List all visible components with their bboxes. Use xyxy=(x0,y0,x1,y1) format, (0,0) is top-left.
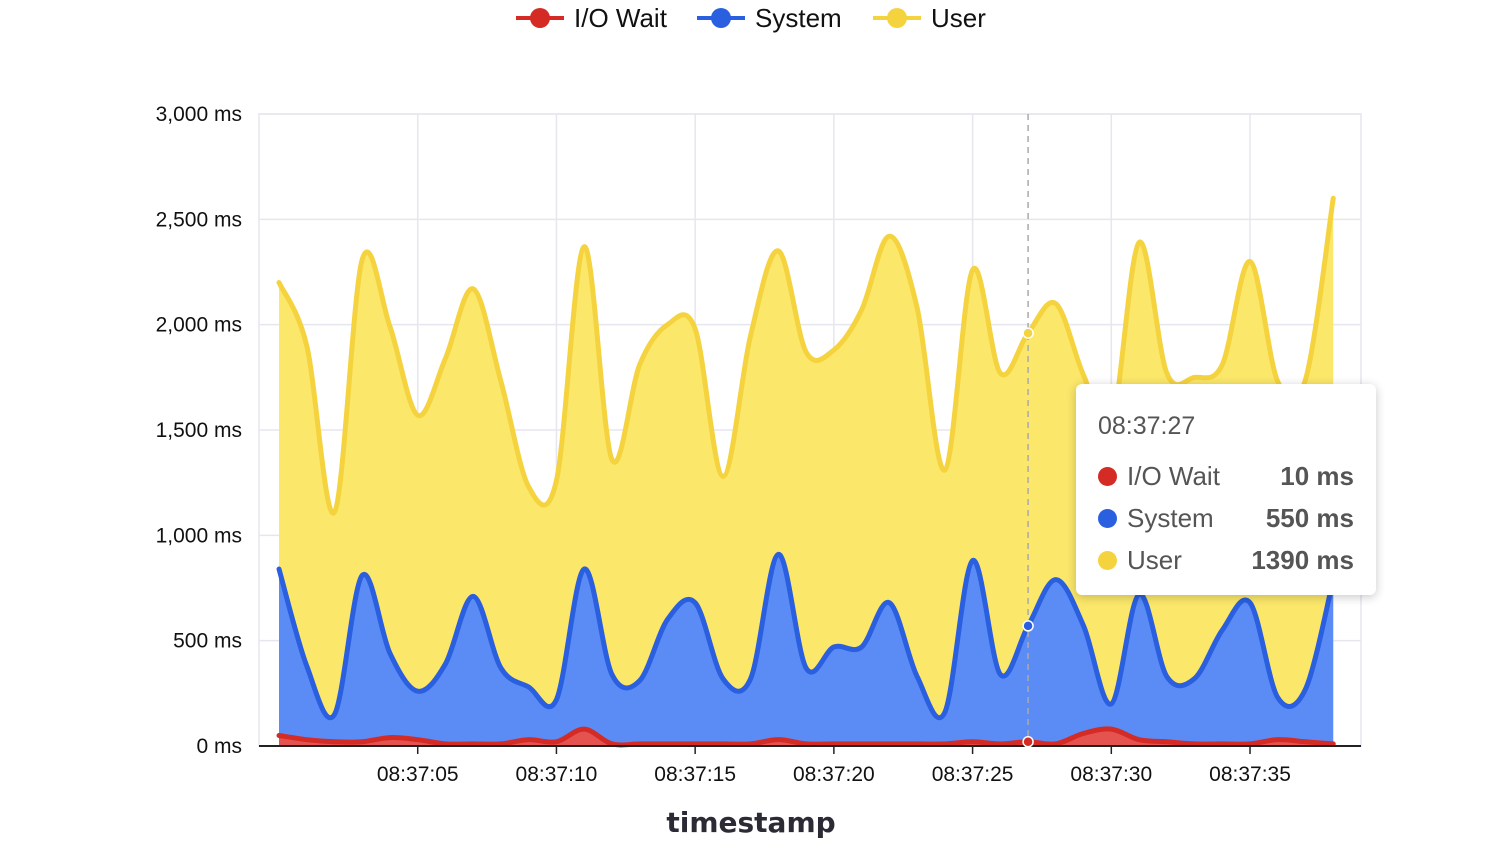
legend-item-system[interactable]: System xyxy=(697,3,842,33)
tooltip-user-label: User xyxy=(1127,544,1182,575)
series-line-system xyxy=(276,551,1336,721)
hover-crosshair xyxy=(1022,114,1034,748)
y-tick-label: 1,000 ms xyxy=(156,524,242,547)
hover-point-i-o-wait xyxy=(1022,736,1034,748)
legend-swatch-dot xyxy=(711,8,731,28)
tooltip-user-dot xyxy=(1098,550,1117,570)
chart-lines xyxy=(276,195,1336,748)
area-system xyxy=(279,554,1334,745)
tooltip-timestamp: 08:37:27 xyxy=(1098,412,1196,440)
series-line-i-o-wait xyxy=(276,726,1336,748)
legend-item-user[interactable]: User xyxy=(873,3,986,33)
hover-point-system xyxy=(1022,620,1034,632)
tooltip-io-wait-value: 10 ms xyxy=(1280,460,1354,491)
x-tick-label: 08:37:30 xyxy=(1070,763,1152,786)
tooltip-row-system: System 550 ms xyxy=(1098,497,1354,539)
y-tick-label: 2,000 ms xyxy=(156,314,242,337)
tooltip-io-wait-label: I/O Wait xyxy=(1127,460,1220,491)
tooltip-io-wait-dot xyxy=(1098,466,1117,486)
x-tick-label: 08:37:25 xyxy=(932,763,1014,786)
legend-swatch-dot xyxy=(530,8,550,28)
chart-axes: 0 ms 500 ms 1,000 ms 1,500 ms 2,000 ms 2,500 … xyxy=(156,103,1361,786)
y-tick-label: 3,000 ms xyxy=(156,103,242,126)
legend-label: User xyxy=(931,3,986,33)
x-tick-label: 08:37:05 xyxy=(377,763,459,786)
legend-label: I/O Wait xyxy=(574,3,668,33)
y-tick-label: 1,500 ms xyxy=(156,419,242,442)
series-line-user xyxy=(276,195,1336,516)
legend-label: System xyxy=(755,3,842,33)
x-axis-title: timestamp xyxy=(666,806,835,839)
tooltip-system-label: System xyxy=(1127,502,1214,533)
chart-legend: I/O Wait System User xyxy=(516,3,986,33)
tooltip-system-dot xyxy=(1098,508,1117,528)
x-tick-label: 08:37:20 xyxy=(793,763,875,786)
tooltip-row-user: User 1390 ms xyxy=(1098,539,1354,581)
hover-point-user xyxy=(1022,327,1034,339)
tooltip-system-value: 550 ms xyxy=(1265,502,1354,533)
y-tick-label: 0 ms xyxy=(196,735,242,758)
x-tick-label: 08:37:10 xyxy=(516,763,598,786)
x-tick-label: 08:37:35 xyxy=(1209,763,1291,786)
y-tick-label: 500 ms xyxy=(173,630,242,653)
area-user xyxy=(279,198,1334,718)
legend-swatch-dot xyxy=(887,8,907,28)
x-tick-label: 08:37:15 xyxy=(654,763,736,786)
chart-tooltip: 08:37:27 I/O Wait 10 ms System 550 ms Us… xyxy=(1076,384,1376,595)
legend-item-i-o-wait[interactable]: I/O Wait xyxy=(516,3,668,33)
y-tick-label: 2,500 ms xyxy=(156,208,242,231)
tooltip-row-io-wait: I/O Wait 10 ms xyxy=(1098,455,1354,497)
tooltip-user-value: 1390 ms xyxy=(1251,544,1354,575)
